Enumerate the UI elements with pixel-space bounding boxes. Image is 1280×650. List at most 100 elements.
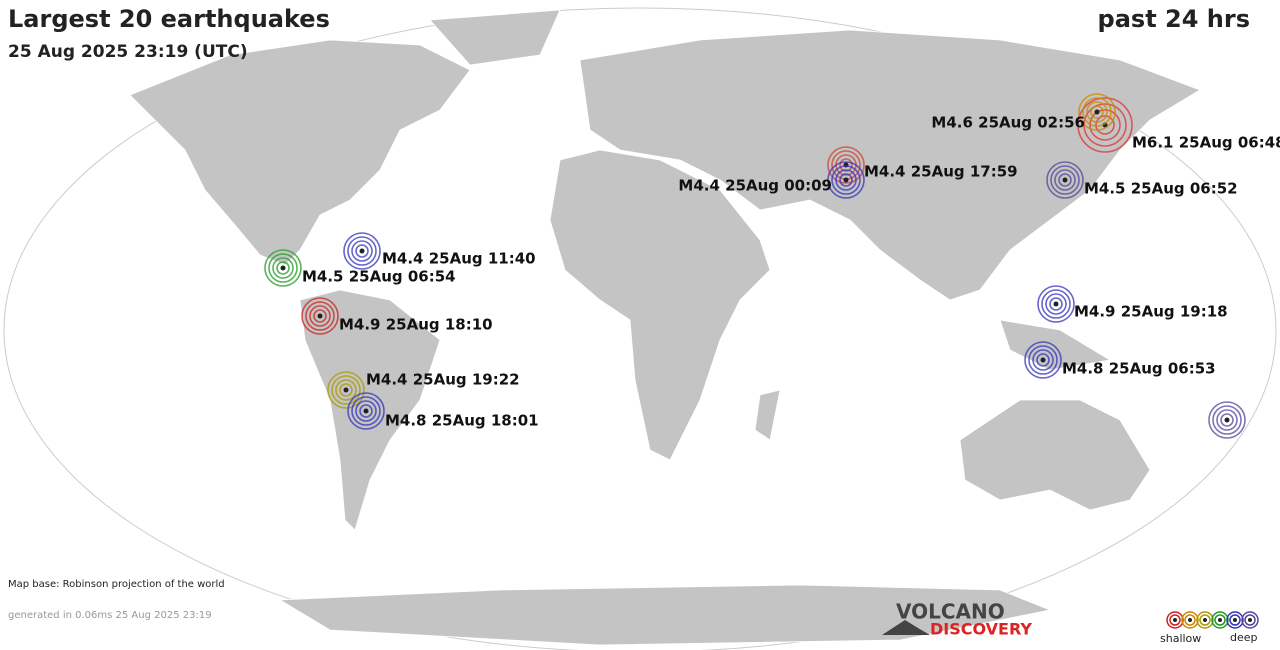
legend-ring bbox=[1199, 614, 1211, 626]
quake-ring bbox=[309, 305, 331, 327]
quake-label: M4.8 25Aug 06:53 bbox=[1062, 360, 1216, 378]
quake-ring bbox=[835, 169, 857, 191]
logo-icon bbox=[882, 620, 930, 635]
quake-layer: M6.1 25Aug 06:48 M4.6 25Aug 02:56 M4.4 25A… bbox=[264, 93, 1280, 439]
quake-ring bbox=[827, 146, 865, 184]
legend-center bbox=[1203, 618, 1207, 622]
quake-ring bbox=[1037, 285, 1075, 323]
quake-ring bbox=[839, 158, 853, 172]
quake-center bbox=[1053, 301, 1059, 307]
map-base-note: Map base: Robinson projection of the wor… bbox=[8, 579, 225, 590]
quake-ring bbox=[272, 257, 294, 279]
legend-shallow: shallow bbox=[1160, 632, 1201, 645]
legend-ring bbox=[1226, 611, 1244, 629]
quake-ring bbox=[351, 396, 381, 426]
quake-ring bbox=[327, 371, 365, 409]
legend-center bbox=[1188, 618, 1192, 622]
quake-ring bbox=[1078, 93, 1116, 131]
period: past 24 hrs bbox=[1098, 5, 1250, 33]
quake-label: M4.9 25Aug 18:10 bbox=[339, 316, 493, 334]
quake-ring bbox=[343, 232, 381, 270]
quake-center bbox=[1094, 109, 1100, 115]
quake-ring bbox=[313, 309, 327, 323]
quake-center bbox=[843, 177, 849, 183]
legend-ring bbox=[1196, 611, 1214, 629]
quake-center bbox=[343, 387, 349, 393]
quake-ring bbox=[359, 404, 373, 418]
quake-label: M4.5 25Aug 06:52 bbox=[1084, 180, 1238, 198]
quake-ring bbox=[339, 383, 353, 397]
quake-center bbox=[1062, 177, 1068, 183]
quake-label: M4.9 25Aug 19:18 bbox=[1074, 303, 1228, 321]
quake-label: M4.4 25Aug 11:40 bbox=[382, 250, 536, 268]
quake-center bbox=[280, 265, 286, 271]
quake-ring bbox=[1050, 165, 1080, 195]
quake-ring bbox=[1220, 413, 1234, 427]
quake-label: M4.5 25Aug 06:54 bbox=[302, 268, 456, 286]
quake-ring bbox=[1045, 293, 1067, 315]
legend-ring bbox=[1229, 614, 1241, 626]
legend-ring bbox=[1241, 611, 1259, 629]
legend-center bbox=[1218, 618, 1222, 622]
legend-deep: deep bbox=[1230, 631, 1258, 644]
quake-ring bbox=[355, 244, 369, 258]
quake-ring bbox=[1208, 401, 1246, 439]
quake-ring bbox=[839, 173, 853, 187]
quake-label: M4.4 25Aug 00:09 bbox=[678, 177, 832, 195]
title: Largest 20 earthquakes bbox=[8, 5, 330, 33]
quake-ring bbox=[268, 253, 298, 283]
quake-ring bbox=[355, 400, 377, 422]
quake-ring bbox=[1028, 345, 1058, 375]
legend-ring bbox=[1166, 611, 1184, 629]
quake-ring bbox=[1049, 297, 1063, 311]
quake-ring bbox=[1077, 97, 1133, 153]
quake-ring bbox=[1086, 101, 1108, 123]
quake-center bbox=[1224, 417, 1230, 423]
quake-ring bbox=[351, 240, 373, 262]
quake-ring bbox=[347, 236, 377, 266]
quake-ring bbox=[1032, 349, 1054, 371]
quake-ring bbox=[1024, 341, 1062, 379]
legend-ring bbox=[1184, 614, 1196, 626]
quake-label: M4.4 25Aug 19:22 bbox=[366, 371, 520, 389]
quake-ring bbox=[305, 301, 335, 331]
logo-line1: VOLCANO bbox=[896, 600, 1005, 624]
quake-label: M4.8 25Aug 18:01 bbox=[385, 412, 539, 430]
quake-ring bbox=[1058, 173, 1072, 187]
landmasses bbox=[129, 9, 1201, 646]
depth-legend bbox=[1166, 611, 1259, 629]
quake-ring bbox=[1046, 161, 1084, 199]
quake-ring bbox=[1212, 405, 1242, 435]
quake-ring bbox=[831, 165, 861, 195]
quake-ring bbox=[264, 249, 302, 287]
subtitle: 25 Aug 2025 23:19 (UTC) bbox=[8, 42, 248, 62]
quake-ring bbox=[1041, 289, 1071, 319]
quake-ring bbox=[276, 261, 290, 275]
quake-ring bbox=[1082, 97, 1112, 127]
quake-center bbox=[317, 313, 323, 319]
quake-ring bbox=[1216, 409, 1238, 431]
logo-line2: DISCOVERY bbox=[930, 620, 1032, 639]
quake-label: M4.6 25Aug 02:56 bbox=[931, 114, 1085, 132]
legend-ring bbox=[1169, 614, 1181, 626]
quake-ring bbox=[1054, 169, 1076, 191]
legend-center bbox=[1173, 618, 1177, 622]
legend-ring bbox=[1181, 611, 1199, 629]
legend-center bbox=[1233, 618, 1237, 622]
quake-ring bbox=[301, 297, 339, 335]
legend-ring bbox=[1211, 611, 1229, 629]
quake-center bbox=[359, 248, 365, 254]
quake-ring bbox=[1036, 353, 1050, 367]
legend-ring bbox=[1244, 614, 1256, 626]
quake-ring bbox=[347, 392, 385, 430]
quake-label: M6.1 25Aug 06:48 bbox=[1132, 134, 1280, 152]
generated-note: generated in 0.06ms 25 Aug 2025 23:19 bbox=[8, 610, 212, 621]
quake-center bbox=[1040, 357, 1046, 363]
legend-center bbox=[1248, 618, 1252, 622]
quake-label: M4.4 25Aug 17:59 bbox=[864, 163, 1018, 181]
legend-ring bbox=[1214, 614, 1226, 626]
quake-center bbox=[363, 408, 369, 414]
quake-ring bbox=[331, 375, 361, 405]
quake-ring bbox=[1095, 115, 1115, 135]
